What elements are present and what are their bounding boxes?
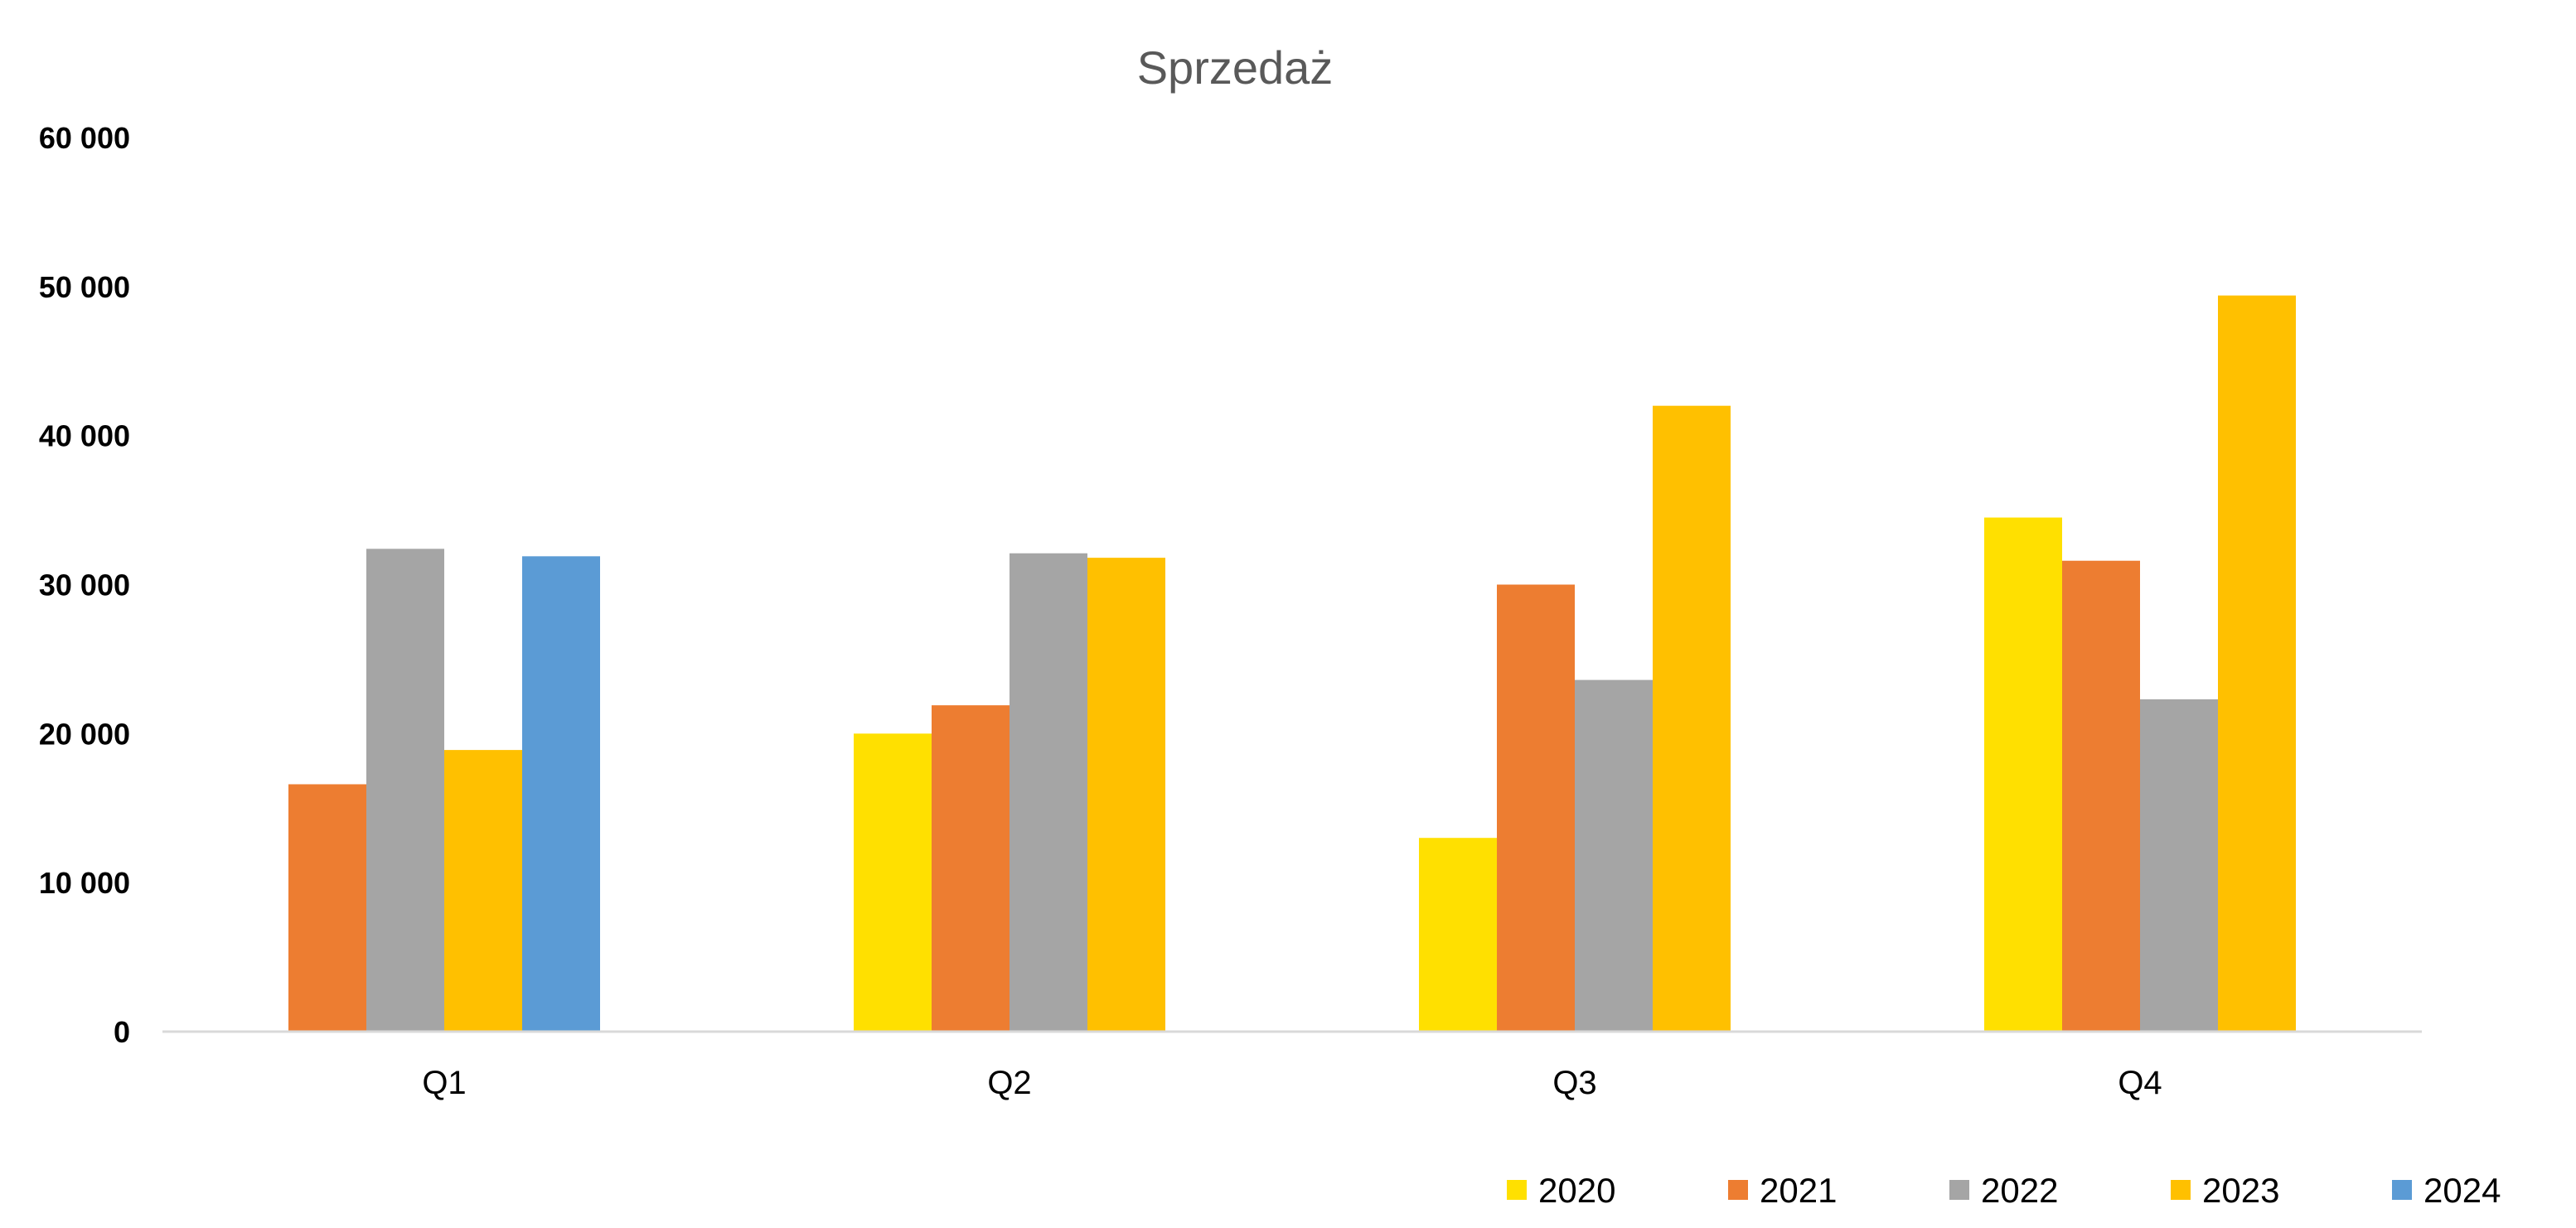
y-tick-label: 60 000 bbox=[39, 121, 130, 155]
bar-2023-Q3 bbox=[1653, 405, 1731, 1032]
bar-2020-Q3 bbox=[1419, 838, 1497, 1032]
y-tick-label: 0 bbox=[114, 1015, 130, 1049]
y-tick-label: 20 000 bbox=[39, 717, 130, 751]
bar-2022-Q2 bbox=[1010, 553, 1087, 1032]
y-tick-label: 30 000 bbox=[39, 568, 130, 602]
bar-2021-Q4 bbox=[2062, 560, 2140, 1032]
legend-label-2023: 2023 bbox=[2202, 1171, 2279, 1210]
legend-label-2021: 2021 bbox=[1760, 1171, 1837, 1210]
legend-swatch-2022 bbox=[1949, 1180, 1969, 1200]
bar-2023-Q1 bbox=[444, 750, 522, 1032]
bar-2021-Q1 bbox=[288, 784, 366, 1032]
y-axis: 0 10 000 20 000 30 000 40 000 50 000 60 000 bbox=[39, 121, 130, 1049]
x-tick-label: Q2 bbox=[987, 1065, 1031, 1101]
bar-2022-Q4 bbox=[2140, 699, 2218, 1032]
legend-swatch-2023 bbox=[2171, 1180, 2191, 1200]
bars-group bbox=[288, 295, 2296, 1032]
y-tick-label: 50 000 bbox=[39, 270, 130, 304]
bar-2021-Q2 bbox=[932, 705, 1010, 1032]
bar-2024-Q1 bbox=[522, 556, 600, 1032]
y-tick-label: 10 000 bbox=[39, 866, 130, 900]
legend-label-2024: 2024 bbox=[2423, 1171, 2501, 1210]
bar-2022-Q3 bbox=[1575, 679, 1653, 1032]
x-tick-label: Q1 bbox=[422, 1065, 466, 1101]
bar-2023-Q4 bbox=[2218, 295, 2296, 1032]
bar-2023-Q2 bbox=[1087, 558, 1165, 1032]
bar-2021-Q3 bbox=[1497, 584, 1575, 1032]
legend-swatch-2020 bbox=[1507, 1180, 1527, 1200]
bar-2022-Q1 bbox=[366, 549, 444, 1032]
legend-swatch-2024 bbox=[2392, 1180, 2412, 1200]
bar-2020-Q4 bbox=[1984, 517, 2062, 1032]
y-tick-label: 40 000 bbox=[39, 419, 130, 453]
bar-2020-Q2 bbox=[854, 733, 932, 1032]
legend-label-2022: 2022 bbox=[1981, 1171, 2058, 1210]
chart-title: Sprzedaż bbox=[1137, 41, 1334, 94]
x-tick-label: Q4 bbox=[2118, 1065, 2162, 1101]
legend: 2020 2021 2022 2023 2024 bbox=[1507, 1171, 2501, 1210]
legend-swatch-2021 bbox=[1728, 1180, 1748, 1200]
x-tick-label: Q3 bbox=[1552, 1065, 1596, 1101]
x-axis: Q1 Q2 Q3 Q4 bbox=[422, 1065, 2162, 1101]
legend-label-2020: 2020 bbox=[1538, 1171, 1615, 1210]
